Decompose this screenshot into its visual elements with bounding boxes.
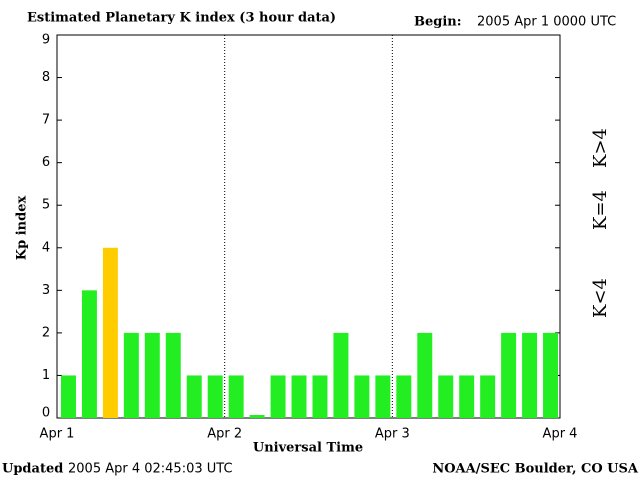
bar bbox=[438, 375, 454, 418]
bar bbox=[270, 375, 286, 418]
legend-entry: K=4 bbox=[590, 190, 611, 230]
plot-frame bbox=[56, 34, 561, 419]
bar bbox=[312, 375, 328, 418]
y-tick-label: 3 bbox=[42, 283, 50, 298]
y-tick-label: 5 bbox=[42, 198, 50, 213]
x-tick-label: Apr 3 bbox=[375, 427, 410, 442]
bar bbox=[228, 375, 244, 418]
bar bbox=[291, 375, 307, 418]
bar bbox=[522, 332, 538, 418]
begin-label: Begin: bbox=[414, 15, 462, 30]
y-tick-label: 6 bbox=[42, 155, 50, 170]
bar bbox=[81, 290, 97, 418]
y-tick-label: 7 bbox=[42, 113, 50, 128]
bar bbox=[396, 375, 412, 418]
bar bbox=[375, 375, 391, 418]
bar bbox=[480, 375, 496, 418]
y-tick-label: 2 bbox=[42, 325, 50, 340]
updated-label: Updated bbox=[2, 462, 63, 477]
bar bbox=[354, 375, 370, 418]
updated-value: 2005 Apr 4 02:45:03 UTC bbox=[68, 462, 233, 477]
legend-entry: K>4 bbox=[590, 128, 611, 168]
begin-value: 2005 Apr 1 0000 UTC bbox=[477, 15, 616, 30]
bar bbox=[207, 375, 223, 418]
bar bbox=[102, 247, 118, 418]
bar bbox=[186, 375, 202, 418]
bar bbox=[501, 332, 517, 418]
x-tick-label: Apr 2 bbox=[207, 427, 242, 442]
y-axis-label: Kp index bbox=[15, 196, 30, 261]
bar bbox=[165, 332, 181, 418]
bar bbox=[123, 332, 139, 418]
y-tick-label: 1 bbox=[42, 368, 50, 383]
bar bbox=[61, 375, 76, 418]
x-axis-label: Universal Time bbox=[253, 441, 363, 456]
bar bbox=[543, 332, 558, 418]
y-tick-label: 0 bbox=[42, 406, 50, 421]
source: NOAA/SEC Boulder, CO USA bbox=[432, 462, 639, 477]
y-tick-label: 8 bbox=[42, 70, 50, 85]
legend-entry: K<4 bbox=[590, 278, 611, 318]
bar bbox=[333, 332, 349, 418]
bar bbox=[249, 415, 265, 418]
y-tick-label: 9 bbox=[42, 33, 50, 48]
x-tick-label: Apr 1 bbox=[40, 427, 75, 442]
chart-title: Estimated Planetary K index (3 hour data… bbox=[27, 11, 336, 26]
bar bbox=[144, 332, 160, 418]
bar bbox=[417, 332, 433, 418]
bar bbox=[459, 375, 475, 418]
y-tick-label: 4 bbox=[42, 240, 50, 255]
x-tick-label: Apr 4 bbox=[543, 427, 578, 442]
